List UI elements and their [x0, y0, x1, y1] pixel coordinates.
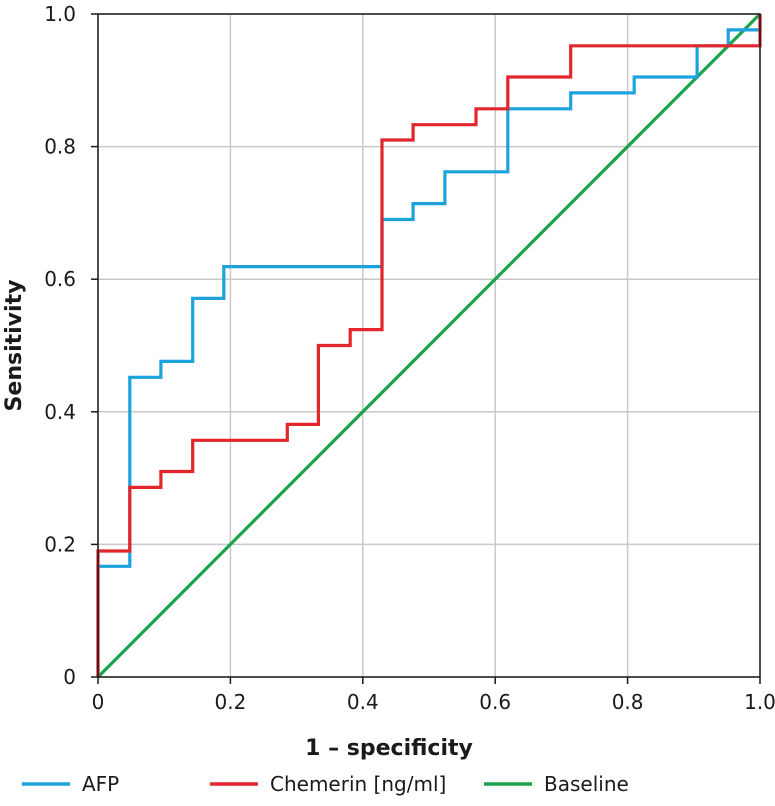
- y-tick-label: 1.0: [44, 2, 76, 26]
- x-axis-ticks: 0 0.2 0.4 0.6 0.8 1.0: [92, 677, 775, 714]
- y-axis-title: Sensitivity: [2, 280, 27, 412]
- legend-label: Chemerin [ng/ml]: [270, 772, 446, 796]
- legend-label: AFP: [82, 772, 119, 796]
- series-line-baseline: [96, 12, 762, 679]
- y-tick-label: 0.4: [44, 400, 76, 424]
- x-tick-label: 0.4: [347, 690, 379, 714]
- x-tick-label: 0: [92, 690, 105, 714]
- y-tick-label: 0.8: [44, 135, 76, 159]
- series-lines: [96, 12, 762, 679]
- series-line-chemerin-ng-ml: [96, 14, 762, 677]
- x-axis-title: 1 – specificity: [305, 736, 473, 761]
- y-tick-label: 0.2: [44, 532, 76, 556]
- x-tick-label: 0.2: [214, 690, 246, 714]
- y-tick-label: 0: [63, 665, 76, 689]
- x-tick-label: 1.0: [744, 690, 775, 714]
- x-tick-label: 0.6: [479, 690, 511, 714]
- x-tick-label: 0.8: [612, 690, 644, 714]
- legend-label: Baseline: [544, 772, 629, 796]
- legend: AFP Chemerin [ng/ml] Baseline: [22, 772, 629, 796]
- plot-frame: [97, 13, 761, 678]
- y-axis-ticks: 0 0.2 0.4 0.6 0.8 1.0: [44, 2, 98, 689]
- series-line-afp: [96, 14, 762, 677]
- y-tick-label: 0.6: [44, 267, 76, 291]
